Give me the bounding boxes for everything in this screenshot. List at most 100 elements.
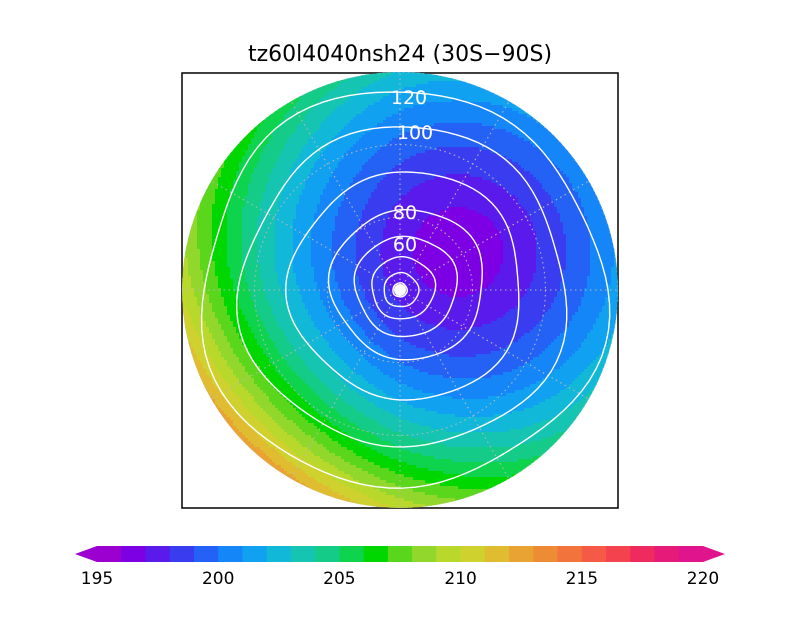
field-cell	[326, 201, 330, 205]
field-cell	[281, 102, 285, 106]
field-cell	[431, 213, 435, 217]
field-cell	[401, 126, 405, 130]
field-cell	[518, 144, 522, 148]
field-cell	[332, 189, 336, 193]
field-cell	[482, 186, 486, 190]
field-cell	[476, 213, 480, 217]
field-cell	[581, 174, 585, 178]
field-cell	[329, 198, 333, 202]
field-cell	[323, 165, 327, 169]
field-cell	[305, 93, 309, 97]
field-cell	[392, 105, 396, 109]
field-cell	[383, 108, 387, 112]
field-cell	[380, 192, 384, 196]
field-cell	[311, 192, 315, 196]
field-cell	[524, 114, 528, 118]
field-cell	[389, 177, 393, 181]
field-cell	[518, 138, 522, 142]
field-cell	[566, 198, 570, 202]
field-cell	[404, 87, 408, 91]
field-cell	[287, 210, 291, 214]
field-cell	[302, 126, 306, 130]
field-cell	[368, 180, 372, 184]
field-cell	[476, 156, 480, 160]
field-cell	[275, 156, 279, 160]
field-cell	[221, 192, 225, 196]
field-cell	[476, 201, 480, 205]
field-cell	[467, 204, 471, 208]
field-cell	[548, 204, 552, 208]
field-cell	[575, 174, 579, 178]
field-cell	[401, 129, 405, 133]
field-cell	[284, 114, 288, 118]
field-cell	[323, 96, 327, 100]
field-cell	[260, 198, 264, 202]
field-cell	[521, 165, 525, 169]
field-cell	[521, 186, 525, 190]
field-cell	[506, 156, 510, 160]
field-cell	[461, 162, 465, 166]
field-cell	[290, 195, 294, 199]
field-cell	[353, 171, 357, 175]
field-cell	[314, 93, 318, 97]
field-cell	[482, 135, 486, 139]
field-cell	[494, 162, 498, 166]
field-cell	[299, 186, 303, 190]
field-cell	[590, 195, 594, 199]
field-cell	[392, 195, 396, 199]
field-cell	[233, 180, 237, 184]
field-cell	[500, 180, 504, 184]
field-cell	[299, 114, 303, 118]
field-cell	[362, 174, 366, 178]
field-cell	[467, 123, 471, 127]
field-cell	[407, 114, 411, 118]
field-cell	[473, 159, 477, 163]
field-cell	[401, 78, 405, 82]
field-cell	[536, 186, 540, 190]
field-cell	[263, 129, 267, 133]
field-cell	[215, 189, 219, 193]
field-cell	[212, 177, 216, 181]
field-cell	[539, 210, 543, 214]
field-cell	[557, 204, 561, 208]
field-cell	[467, 114, 471, 118]
field-cell	[512, 141, 516, 145]
field-cell	[461, 204, 465, 208]
field-cell	[290, 216, 294, 220]
field-cell	[476, 147, 480, 151]
field-cell	[506, 141, 510, 145]
field-cell	[437, 99, 441, 103]
field-cell	[221, 171, 225, 175]
field-cell	[353, 81, 357, 85]
field-cell	[443, 201, 447, 205]
field-cell	[572, 174, 576, 178]
field-cell	[380, 141, 384, 145]
field-cell	[236, 168, 240, 172]
field-cell	[482, 180, 486, 184]
field-cell	[425, 117, 429, 121]
field-cell	[494, 99, 498, 103]
field-cell	[299, 162, 303, 166]
field-cell	[338, 93, 342, 97]
field-cell	[314, 180, 318, 184]
field-cell	[566, 159, 570, 163]
field-cell	[248, 198, 252, 202]
field-cell	[308, 180, 312, 184]
field-cell	[479, 87, 483, 91]
field-cell	[266, 195, 270, 199]
field-cell	[281, 204, 285, 208]
field-cell	[563, 174, 567, 178]
field-cell	[533, 129, 537, 133]
field-cell	[296, 186, 300, 190]
field-cell	[482, 111, 486, 115]
field-cell	[317, 96, 321, 100]
field-cell	[455, 195, 459, 199]
field-cell	[467, 132, 471, 136]
field-cell	[206, 198, 210, 202]
field-cell	[548, 147, 552, 151]
field-cell	[299, 177, 303, 181]
field-cell	[221, 201, 225, 205]
field-cell	[239, 141, 243, 145]
field-cell	[374, 195, 378, 199]
field-cell	[386, 150, 390, 154]
